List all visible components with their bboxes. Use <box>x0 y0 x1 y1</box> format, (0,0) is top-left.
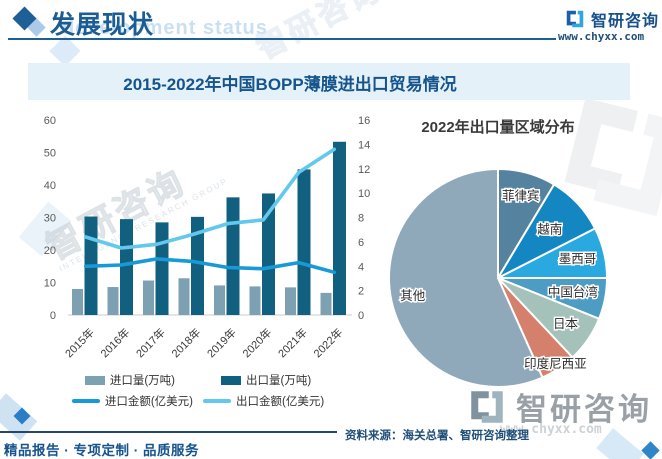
bar-2022年 <box>333 141 346 315</box>
brand-logo-icon <box>566 10 584 28</box>
watermark-brand-name: 智研咨询 <box>516 392 652 427</box>
brand-logo: 智研咨询 <box>564 7 659 31</box>
x-axis-label: 2016年 <box>97 325 132 360</box>
x-axis-label: 2015年 <box>62 325 97 360</box>
brand-website: www.chyxx.com <box>558 30 645 43</box>
pie-slice-其他 <box>388 168 544 388</box>
export-volume-swatch-icon <box>221 375 241 385</box>
pie-label-日本: 日本 <box>553 317 579 331</box>
right-axis-tick: 10 <box>358 188 370 200</box>
x-axis-label: 2017年 <box>133 325 168 360</box>
export-value-swatch-icon <box>203 399 231 403</box>
left-axis-tick: 20 <box>44 245 56 257</box>
right-axis-tick: 12 <box>358 164 370 176</box>
watermark-brand-icon <box>471 390 503 423</box>
bar-2015年 <box>72 289 83 315</box>
left-axis-tick: 10 <box>44 278 56 290</box>
bar-2018年 <box>191 216 204 315</box>
bar-2021年 <box>285 287 296 315</box>
source-divider <box>0 431 337 433</box>
footer-tagline: 精品报告 · 专项定制 · 品质服务 <box>4 443 199 458</box>
bar-2016年 <box>107 287 119 315</box>
chart-title: 2015-2022年中国BOPP薄膜进出口贸易情况 <box>123 75 457 94</box>
right-axis-tick: 8 <box>358 213 364 225</box>
left-axis-tick: 50 <box>44 148 56 160</box>
legend-label: 出口量(万吨) <box>246 375 312 387</box>
import-volume-swatch-icon <box>84 375 105 385</box>
right-axis-tick: 16 <box>358 115 370 127</box>
legend-label: 出口金额(亿美元) <box>236 396 325 408</box>
watermark-text: 智研咨询 <box>251 0 388 66</box>
chart-legend: 进口量(万吨) 出口量(万吨) 进口金额(亿美元) 出口金额(亿美元) <box>24 372 372 409</box>
import-value-swatch-icon <box>71 399 100 403</box>
bar-2017年 <box>155 222 169 315</box>
pie-chart: 菲律宾越南墨西哥中国台湾日本印度尼西亚 其他 <box>385 150 615 405</box>
bar-series-0 <box>72 278 332 315</box>
left-axis-tick: 40 <box>44 180 56 192</box>
left-axis-tick: 60 <box>44 115 56 127</box>
bar-2022年 <box>320 292 332 315</box>
bar-2018年 <box>178 278 190 315</box>
x-axis-label: 2021年 <box>275 325 310 360</box>
legend-label: 进口量(万吨) <box>109 375 175 387</box>
legend-item-export-volume: 出口量(万吨) <box>221 372 311 388</box>
bar-2020年 <box>249 286 261 315</box>
right-axis-tick: 14 <box>358 139 370 151</box>
bar-2019年 <box>214 285 225 315</box>
left-axis-tick: 0 <box>50 310 56 322</box>
x-axis-label: 2018年 <box>168 325 203 360</box>
section-title: 发展现状 <box>50 11 155 39</box>
right-axis-tick: 6 <box>358 237 364 249</box>
data-source: 资料来源：海关总署、智研咨询整理 <box>345 430 529 442</box>
pie-chart-title: 2022年出口量区域分布 <box>421 119 575 136</box>
pie-label-越南: 越南 <box>537 222 562 237</box>
pie-label-其他: 其他 <box>400 289 426 303</box>
pie-label-中国台湾: 中国台湾 <box>548 285 598 300</box>
line-series-1 <box>83 147 337 250</box>
bar-2016年 <box>120 219 133 315</box>
right-axis-tick: 0 <box>358 310 364 322</box>
header-watermark-text: development status <box>62 17 268 39</box>
pie-label-菲律宾: 菲律宾 <box>502 188 540 203</box>
right-axis-tick: 4 <box>358 261 364 273</box>
header-divider <box>8 38 556 40</box>
legend-item-import-value: 进口金额(亿美元) <box>71 393 193 409</box>
legend-item-import-volume: 进口量(万吨) <box>84 372 175 388</box>
legend-item-export-value: 出口金额(亿美元) <box>203 393 324 409</box>
bar-2019年 <box>226 197 240 315</box>
brand-name: 智研咨询 <box>591 13 660 30</box>
x-axis-label: 2019年 <box>204 325 239 360</box>
line-series-0 <box>83 257 337 275</box>
decor-square-icon <box>641 441 660 459</box>
watermark-logo-icon <box>564 97 662 217</box>
watermark-website: www.chyxx.com <box>500 422 602 437</box>
watermark-brand: 智研咨询 <box>466 384 652 429</box>
bar-line-chart: 0 10 20 30 40 50 60 0 2 4 6 8 10 12 14 16 2015年 2016年 2017… <box>24 105 372 375</box>
x-axis-label: 2022年 <box>310 325 345 360</box>
chart-title-band: 2015-2022年中国BOPP薄膜进出口贸易情况 <box>28 63 630 100</box>
legend-label: 进口金额(亿美元) <box>104 396 193 408</box>
bar-2017年 <box>143 280 154 315</box>
pie-label-墨西哥: 墨西哥 <box>559 252 597 266</box>
bar-2021年 <box>297 169 311 315</box>
bar-2020年 <box>262 193 275 315</box>
decor-square-icon <box>596 428 644 459</box>
pie-label-印度尼西亚: 印度尼西亚 <box>524 356 587 371</box>
left-axis-tick: 30 <box>44 213 56 225</box>
right-axis-tick: 2 <box>358 286 364 298</box>
x-axis-label: 2020年 <box>239 325 274 360</box>
bar-series-1 <box>84 141 346 315</box>
